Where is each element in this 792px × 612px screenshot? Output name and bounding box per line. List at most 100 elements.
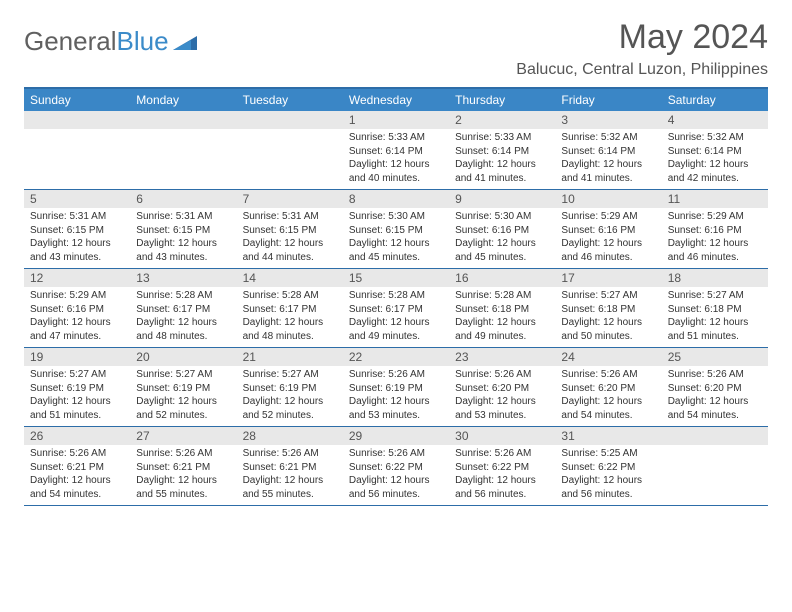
- day-number: 26: [24, 427, 130, 445]
- day-number: 9: [449, 190, 555, 208]
- day-number: 29: [343, 427, 449, 445]
- day-number: 16: [449, 269, 555, 287]
- day-cell: 23Sunrise: 5:26 AMSunset: 6:20 PMDayligh…: [449, 348, 555, 426]
- sunset-line: Sunset: 6:15 PM: [30, 224, 124, 238]
- day-cell: [130, 111, 236, 189]
- sunset-line: Sunset: 6:22 PM: [349, 461, 443, 475]
- sunset-line: Sunset: 6:17 PM: [243, 303, 337, 317]
- day-details: Sunrise: 5:33 AMSunset: 6:14 PMDaylight:…: [343, 129, 449, 189]
- weeks-container: 1Sunrise: 5:33 AMSunset: 6:14 PMDaylight…: [24, 111, 768, 506]
- sunrise-line: Sunrise: 5:27 AM: [30, 368, 124, 382]
- day-details: Sunrise: 5:27 AMSunset: 6:19 PMDaylight:…: [24, 366, 130, 426]
- day-number: 15: [343, 269, 449, 287]
- day-details: Sunrise: 5:31 AMSunset: 6:15 PMDaylight:…: [237, 208, 343, 268]
- day-cell: 27Sunrise: 5:26 AMSunset: 6:21 PMDayligh…: [130, 427, 236, 505]
- day-number: [130, 111, 236, 129]
- weekday-header: Friday: [555, 89, 661, 111]
- daylight-line: Daylight: 12 hours and 52 minutes.: [243, 395, 337, 422]
- calendar-page: GeneralBlue May 2024 Balucuc, Central Lu…: [0, 0, 792, 612]
- day-number: 3: [555, 111, 661, 129]
- day-cell: 6Sunrise: 5:31 AMSunset: 6:15 PMDaylight…: [130, 190, 236, 268]
- logo-text-general: General: [24, 26, 117, 57]
- daylight-line: Daylight: 12 hours and 41 minutes.: [561, 158, 655, 185]
- week-row: 1Sunrise: 5:33 AMSunset: 6:14 PMDaylight…: [24, 111, 768, 190]
- day-cell: 18Sunrise: 5:27 AMSunset: 6:18 PMDayligh…: [662, 269, 768, 347]
- day-details: Sunrise: 5:27 AMSunset: 6:18 PMDaylight:…: [555, 287, 661, 347]
- sunrise-line: Sunrise: 5:33 AM: [455, 131, 549, 145]
- sunrise-line: Sunrise: 5:28 AM: [349, 289, 443, 303]
- day-details: Sunrise: 5:31 AMSunset: 6:15 PMDaylight:…: [24, 208, 130, 268]
- daylight-line: Daylight: 12 hours and 48 minutes.: [136, 316, 230, 343]
- daylight-line: Daylight: 12 hours and 56 minutes.: [455, 474, 549, 501]
- weekday-header: Wednesday: [343, 89, 449, 111]
- sunset-line: Sunset: 6:15 PM: [243, 224, 337, 238]
- daylight-line: Daylight: 12 hours and 53 minutes.: [455, 395, 549, 422]
- day-details: Sunrise: 5:30 AMSunset: 6:15 PMDaylight:…: [343, 208, 449, 268]
- sunset-line: Sunset: 6:20 PM: [455, 382, 549, 396]
- day-details: Sunrise: 5:28 AMSunset: 6:17 PMDaylight:…: [237, 287, 343, 347]
- day-number: 11: [662, 190, 768, 208]
- daylight-line: Daylight: 12 hours and 46 minutes.: [561, 237, 655, 264]
- sunset-line: Sunset: 6:17 PM: [349, 303, 443, 317]
- daylight-line: Daylight: 12 hours and 45 minutes.: [349, 237, 443, 264]
- day-details: Sunrise: 5:33 AMSunset: 6:14 PMDaylight:…: [449, 129, 555, 189]
- daylight-line: Daylight: 12 hours and 54 minutes.: [30, 474, 124, 501]
- day-cell: 2Sunrise: 5:33 AMSunset: 6:14 PMDaylight…: [449, 111, 555, 189]
- day-details: Sunrise: 5:26 AMSunset: 6:20 PMDaylight:…: [662, 366, 768, 426]
- daylight-line: Daylight: 12 hours and 54 minutes.: [561, 395, 655, 422]
- sunset-line: Sunset: 6:18 PM: [561, 303, 655, 317]
- day-details: Sunrise: 5:26 AMSunset: 6:21 PMDaylight:…: [130, 445, 236, 505]
- day-details: Sunrise: 5:31 AMSunset: 6:15 PMDaylight:…: [130, 208, 236, 268]
- day-number: 13: [130, 269, 236, 287]
- daylight-line: Daylight: 12 hours and 47 minutes.: [30, 316, 124, 343]
- day-number: 30: [449, 427, 555, 445]
- sunset-line: Sunset: 6:22 PM: [561, 461, 655, 475]
- sunset-line: Sunset: 6:19 PM: [243, 382, 337, 396]
- sunset-line: Sunset: 6:16 PM: [668, 224, 762, 238]
- day-cell: 24Sunrise: 5:26 AMSunset: 6:20 PMDayligh…: [555, 348, 661, 426]
- day-number: 27: [130, 427, 236, 445]
- sunrise-line: Sunrise: 5:28 AM: [243, 289, 337, 303]
- day-cell: 10Sunrise: 5:29 AMSunset: 6:16 PMDayligh…: [555, 190, 661, 268]
- day-details: Sunrise: 5:27 AMSunset: 6:19 PMDaylight:…: [130, 366, 236, 426]
- sunrise-line: Sunrise: 5:29 AM: [30, 289, 124, 303]
- sunrise-line: Sunrise: 5:26 AM: [136, 447, 230, 461]
- day-number: 10: [555, 190, 661, 208]
- sunset-line: Sunset: 6:19 PM: [136, 382, 230, 396]
- day-cell: 16Sunrise: 5:28 AMSunset: 6:18 PMDayligh…: [449, 269, 555, 347]
- sunrise-line: Sunrise: 5:30 AM: [349, 210, 443, 224]
- day-number: 14: [237, 269, 343, 287]
- day-details: Sunrise: 5:29 AMSunset: 6:16 PMDaylight:…: [24, 287, 130, 347]
- day-number: 19: [24, 348, 130, 366]
- day-number: 5: [24, 190, 130, 208]
- sunset-line: Sunset: 6:20 PM: [561, 382, 655, 396]
- day-cell: 14Sunrise: 5:28 AMSunset: 6:17 PMDayligh…: [237, 269, 343, 347]
- sunrise-line: Sunrise: 5:27 AM: [561, 289, 655, 303]
- day-details: Sunrise: 5:26 AMSunset: 6:19 PMDaylight:…: [343, 366, 449, 426]
- sunrise-line: Sunrise: 5:27 AM: [668, 289, 762, 303]
- sunset-line: Sunset: 6:14 PM: [668, 145, 762, 159]
- daylight-line: Daylight: 12 hours and 55 minutes.: [243, 474, 337, 501]
- daylight-line: Daylight: 12 hours and 54 minutes.: [668, 395, 762, 422]
- sunrise-line: Sunrise: 5:31 AM: [243, 210, 337, 224]
- day-cell: 29Sunrise: 5:26 AMSunset: 6:22 PMDayligh…: [343, 427, 449, 505]
- day-details: Sunrise: 5:26 AMSunset: 6:21 PMDaylight:…: [237, 445, 343, 505]
- day-details: Sunrise: 5:26 AMSunset: 6:22 PMDaylight:…: [449, 445, 555, 505]
- day-number: [237, 111, 343, 129]
- sunset-line: Sunset: 6:16 PM: [30, 303, 124, 317]
- day-cell: 30Sunrise: 5:26 AMSunset: 6:22 PMDayligh…: [449, 427, 555, 505]
- day-number: 12: [24, 269, 130, 287]
- calendar-grid: SundayMondayTuesdayWednesdayThursdayFrid…: [24, 87, 768, 506]
- sunset-line: Sunset: 6:20 PM: [668, 382, 762, 396]
- daylight-line: Daylight: 12 hours and 52 minutes.: [136, 395, 230, 422]
- daylight-line: Daylight: 12 hours and 50 minutes.: [561, 316, 655, 343]
- day-number: 22: [343, 348, 449, 366]
- sunset-line: Sunset: 6:18 PM: [668, 303, 762, 317]
- day-cell: 20Sunrise: 5:27 AMSunset: 6:19 PMDayligh…: [130, 348, 236, 426]
- day-number: 25: [662, 348, 768, 366]
- day-cell: 31Sunrise: 5:25 AMSunset: 6:22 PMDayligh…: [555, 427, 661, 505]
- daylight-line: Daylight: 12 hours and 51 minutes.: [668, 316, 762, 343]
- daylight-line: Daylight: 12 hours and 56 minutes.: [349, 474, 443, 501]
- day-cell: 17Sunrise: 5:27 AMSunset: 6:18 PMDayligh…: [555, 269, 661, 347]
- day-number: 7: [237, 190, 343, 208]
